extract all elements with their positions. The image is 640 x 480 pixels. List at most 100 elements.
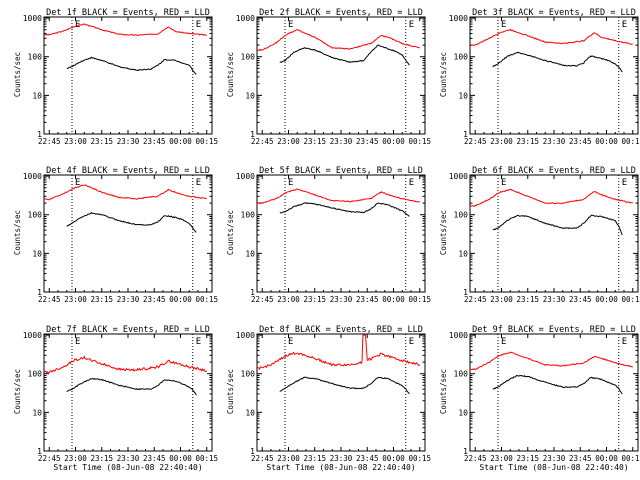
y-tick-label: 1000 xyxy=(23,14,42,23)
x-tick-label: 23:45 xyxy=(569,137,592,146)
x-tick-label: 00:00 xyxy=(595,295,618,304)
plot-frame xyxy=(43,333,213,452)
y-tick-label: 1000 xyxy=(236,14,255,23)
series-line-lld xyxy=(43,355,208,374)
x-tick-label: 00:15 xyxy=(408,137,431,146)
y-tick-label: 100 xyxy=(454,370,469,379)
x-tick-label: 23:00 xyxy=(277,454,300,463)
x-tick-label: 22:45 xyxy=(464,295,487,304)
x-tick-label: 00:15 xyxy=(195,137,218,146)
y-tick-label: 10 xyxy=(32,408,42,417)
x-tick-label: 22:45 xyxy=(251,137,274,146)
y-tick-label: 10 xyxy=(245,91,255,100)
x-tick-label: 00:00 xyxy=(595,137,618,146)
event-marker-label: E xyxy=(75,20,80,30)
detector-panel-6: Det 6f BLACK = Events, RED = LLD 1 10 100 10… xyxy=(439,166,640,304)
x-tick-label: 00:15 xyxy=(408,295,431,304)
panel-title: Det 6f BLACK = Events, RED = LLD xyxy=(472,166,636,176)
detector-panel-5: Det 5f BLACK = Events, RED = LLD 1 10 100 10… xyxy=(226,166,431,304)
x-tick-label: 23:15 xyxy=(90,295,113,304)
x-tick-label: 23:15 xyxy=(303,137,326,146)
plot-frame xyxy=(256,333,426,452)
panel-title: Det 7f BLACK = Events, RED = LLD xyxy=(46,325,210,335)
x-tick-label: 23:30 xyxy=(543,454,566,463)
panel-title: Det 9f BLACK = Events, RED = LLD xyxy=(472,325,636,335)
x-tick-label: 22:45 xyxy=(38,295,61,304)
series-line-events xyxy=(492,214,623,236)
x-tick-label: 23:00 xyxy=(277,137,300,146)
series-line-events xyxy=(492,374,623,395)
x-tick-label: 23:30 xyxy=(117,295,140,304)
y-tick-label: 10 xyxy=(245,249,255,258)
series-line-events xyxy=(66,211,197,233)
x-tick-label: 23:00 xyxy=(64,454,87,463)
x-tick-label: 23:00 xyxy=(277,295,300,304)
y-tick-label: 100 xyxy=(454,53,469,62)
y-tick-label: 1000 xyxy=(236,331,255,340)
x-tick-label: 23:15 xyxy=(303,454,326,463)
panel-title: Det 4f BLACK = Events, RED = LLD xyxy=(46,166,210,176)
y-tick-label: 1000 xyxy=(449,14,468,23)
x-tick-label: 00:00 xyxy=(169,454,192,463)
series-line-events xyxy=(279,376,410,395)
y-tick-label: 10 xyxy=(32,91,42,100)
event-marker-label: E xyxy=(288,20,293,30)
event-marker-label: E xyxy=(196,337,201,347)
event-marker-label: E xyxy=(622,337,627,347)
series-line-lld xyxy=(256,29,420,52)
event-marker-label: E xyxy=(622,20,627,30)
x-tick-label: 23:45 xyxy=(569,295,592,304)
x-tick-label: 23:15 xyxy=(90,454,113,463)
event-marker-label: E xyxy=(409,20,414,30)
series-line-events xyxy=(66,377,197,396)
series-line-events xyxy=(66,56,197,75)
x-tick-label: 23:45 xyxy=(356,295,379,304)
y-axis-label: Counts/sec xyxy=(226,52,235,97)
y-tick-label: 100 xyxy=(241,211,256,220)
y-tick-label: 1 xyxy=(37,288,42,297)
series-line-events xyxy=(279,202,410,217)
series-line-lld xyxy=(469,351,633,371)
x-tick-label: 23:30 xyxy=(330,454,353,463)
event-marker-label: E xyxy=(409,178,414,188)
x-tick-label: 23:15 xyxy=(90,137,113,146)
x-axis-caption: Start Time (08-Jun-08 22:40:40) xyxy=(266,463,415,472)
x-tick-label: 23:30 xyxy=(330,137,353,146)
series-line-lld xyxy=(43,23,207,37)
y-tick-label: 1 xyxy=(250,447,255,456)
y-tick-label: 1 xyxy=(37,130,42,139)
x-tick-label: 23:00 xyxy=(490,454,513,463)
x-tick-label: 00:00 xyxy=(169,295,192,304)
x-tick-label: 00:00 xyxy=(382,137,405,146)
x-tick-label: 23:30 xyxy=(117,137,140,146)
x-tick-label: 00:15 xyxy=(621,137,640,146)
x-tick-label: 23:30 xyxy=(543,295,566,304)
y-axis-label: Counts/sec xyxy=(226,210,235,255)
y-tick-label: 1 xyxy=(463,288,468,297)
event-marker-label: E xyxy=(196,178,201,188)
y-tick-label: 1000 xyxy=(236,172,255,181)
event-marker-label: E xyxy=(409,337,414,347)
x-tick-label: 00:15 xyxy=(195,295,218,304)
detector-panel-4: Det 4f BLACK = Events, RED = LLD 1 10 100 10… xyxy=(13,166,218,304)
y-tick-label: 100 xyxy=(241,370,256,379)
plot-frame xyxy=(43,174,213,293)
x-tick-label: 22:45 xyxy=(38,454,61,463)
x-tick-label: 00:15 xyxy=(408,454,431,463)
y-tick-label: 1 xyxy=(250,288,255,297)
event-marker-label: E xyxy=(622,178,627,188)
y-tick-label: 100 xyxy=(28,211,43,220)
x-tick-label: 23:30 xyxy=(543,137,566,146)
event-marker-label: E xyxy=(501,178,506,188)
y-tick-label: 1 xyxy=(463,130,468,139)
x-tick-label: 23:30 xyxy=(117,454,140,463)
y-axis-label: Counts/sec xyxy=(439,369,448,414)
x-tick-label: 23:15 xyxy=(516,295,539,304)
y-tick-label: 10 xyxy=(458,408,468,417)
event-marker-label: E xyxy=(75,178,80,188)
series-line-lld xyxy=(43,184,207,201)
series-line-lld xyxy=(256,334,421,371)
series-line-events xyxy=(279,44,410,66)
x-tick-label: 23:45 xyxy=(569,454,592,463)
